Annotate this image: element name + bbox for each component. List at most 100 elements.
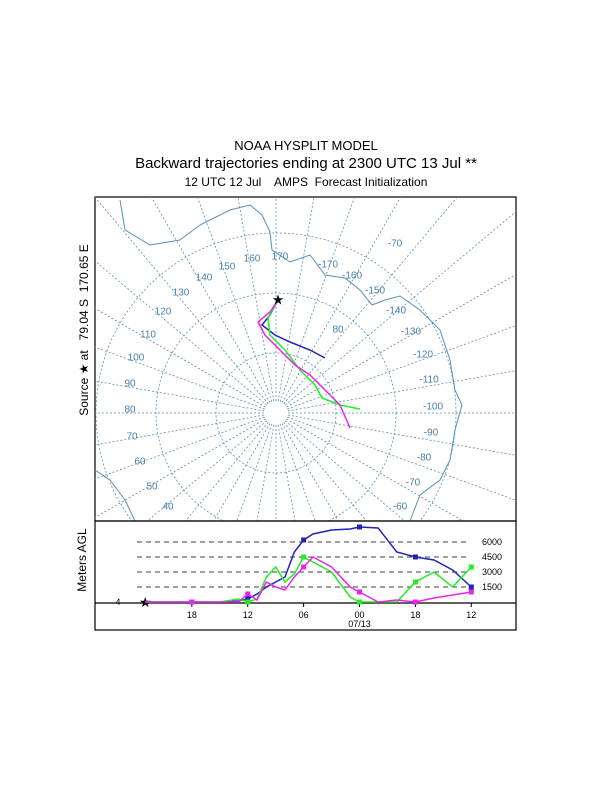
longitude-label: 40 bbox=[162, 502, 174, 513]
x-tick-label: 12 bbox=[243, 610, 253, 620]
meridian bbox=[287, 414, 516, 456]
meridian bbox=[146, 420, 268, 521]
longitude-label: -70 bbox=[406, 478, 421, 489]
init-label: 12 UTC 12 Jul AMPS Forecast Initializati… bbox=[185, 175, 428, 189]
height-marker bbox=[245, 596, 251, 602]
map-grid bbox=[95, 197, 516, 521]
height-marker bbox=[468, 589, 474, 595]
longitude-label: -90 bbox=[424, 428, 439, 439]
longitude-label: 150 bbox=[219, 262, 236, 273]
longitude-label: 120 bbox=[155, 307, 172, 318]
longitude-label: -160 bbox=[342, 271, 362, 282]
height-trace bbox=[145, 526, 472, 603]
height-marker bbox=[245, 591, 251, 597]
height-label: 6000 bbox=[482, 537, 502, 547]
trajectory bbox=[257, 299, 351, 429]
longitude-label: -110 bbox=[419, 375, 439, 386]
meridian bbox=[256, 424, 275, 521]
meridian bbox=[281, 197, 402, 403]
meridian bbox=[95, 418, 266, 518]
x-tick-label: 00 bbox=[355, 610, 365, 620]
height-marker bbox=[189, 599, 195, 605]
date-label: 07/13 bbox=[348, 619, 371, 629]
longitude-label: 50 bbox=[146, 482, 158, 493]
height-label: 4500 bbox=[482, 552, 502, 562]
meridian bbox=[286, 273, 516, 408]
meridian bbox=[95, 197, 269, 405]
height-marker bbox=[412, 599, 418, 605]
meridian bbox=[277, 197, 315, 402]
x-tick-label: 12 bbox=[466, 610, 476, 620]
height-marker bbox=[468, 584, 474, 590]
meridian bbox=[237, 197, 275, 402]
height-marker bbox=[245, 599, 251, 605]
height-marker bbox=[301, 537, 307, 543]
longitude-label: 130 bbox=[173, 288, 190, 299]
x-tick-label: 18 bbox=[187, 610, 197, 620]
level-label: 4 bbox=[115, 597, 120, 607]
meridian bbox=[95, 308, 266, 408]
meridian bbox=[283, 197, 458, 405]
meridian bbox=[287, 370, 516, 412]
meridian bbox=[150, 197, 271, 403]
meridian bbox=[287, 325, 516, 410]
longitude-label: -150 bbox=[365, 286, 385, 297]
x-tick-label: 18 bbox=[410, 610, 420, 620]
longitude-label: 70 bbox=[126, 432, 138, 443]
longitude-label: -70 bbox=[388, 239, 403, 250]
x-tick-label: 06 bbox=[299, 610, 309, 620]
height-label: 3000 bbox=[482, 567, 502, 577]
source-star: ★ bbox=[272, 292, 285, 308]
meridian bbox=[236, 424, 273, 521]
meridian bbox=[287, 416, 516, 501]
meridian bbox=[95, 414, 265, 446]
longitude-label: -100 bbox=[423, 402, 443, 413]
height-marker bbox=[357, 589, 363, 595]
longitude-label: 170 bbox=[272, 252, 289, 263]
longitude-label: 140 bbox=[196, 273, 213, 284]
height-trace bbox=[145, 555, 472, 603]
title: NOAA HYSPLIT MODEL bbox=[234, 138, 378, 153]
longitude-label: -120 bbox=[413, 350, 433, 361]
meridian bbox=[283, 421, 368, 521]
longitude-label: 110 bbox=[140, 330, 156, 341]
longitude-label: 60 bbox=[134, 457, 146, 468]
height-marker bbox=[301, 564, 307, 570]
longitude-label: 90 bbox=[124, 379, 136, 390]
longitude-label: 100 bbox=[128, 353, 145, 364]
longitude-label: -130 bbox=[401, 327, 421, 338]
subtitle: Backward trajectories ending at 2300 UTC… bbox=[135, 155, 477, 172]
longitude-label: 160 bbox=[244, 254, 261, 265]
height-trace bbox=[145, 556, 472, 603]
meridian bbox=[95, 380, 265, 412]
longitude-label: 80 bbox=[332, 325, 344, 336]
height-marker bbox=[301, 554, 307, 560]
coastline bbox=[119, 199, 463, 522]
meridian bbox=[277, 424, 296, 521]
longitude-label: -140 bbox=[386, 306, 406, 317]
longitude-label: -170 bbox=[318, 260, 338, 271]
meridian bbox=[95, 416, 265, 480]
meridian bbox=[284, 211, 516, 406]
meridian bbox=[284, 420, 406, 521]
trajectory bbox=[267, 299, 361, 410]
meridian bbox=[184, 421, 269, 521]
meridian bbox=[286, 418, 464, 521]
profile-frame bbox=[94, 520, 517, 631]
meridian bbox=[281, 423, 339, 521]
meridian bbox=[279, 197, 356, 402]
longitude-label: -60 bbox=[393, 502, 408, 513]
height-label: 1500 bbox=[482, 582, 502, 592]
longitude-label: 80 bbox=[124, 405, 136, 416]
height-marker bbox=[357, 524, 363, 530]
source-label: Source ★ at 79.04 S 170.65 E bbox=[77, 244, 91, 416]
height-marker bbox=[412, 579, 418, 585]
meridian bbox=[196, 197, 273, 402]
longitude-label: -80 bbox=[417, 453, 432, 464]
coastline bbox=[94, 469, 136, 522]
height-marker bbox=[357, 599, 363, 605]
